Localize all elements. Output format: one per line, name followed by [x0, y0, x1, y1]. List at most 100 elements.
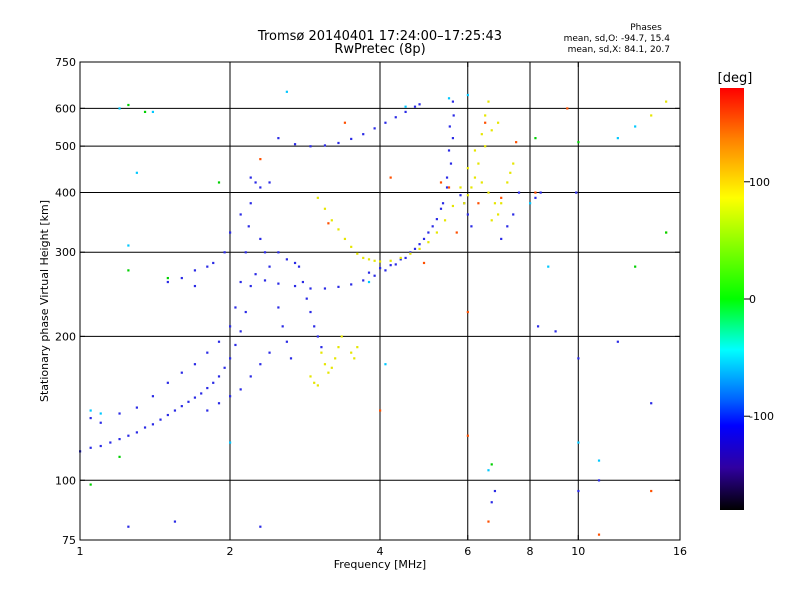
data-point: [173, 409, 177, 412]
data-point: [480, 133, 483, 136]
data-point: [362, 256, 365, 260]
data-point: [597, 533, 601, 536]
data-point: [353, 357, 356, 360]
data-point: [135, 406, 138, 409]
data-point: [259, 525, 262, 528]
data-point: [187, 400, 190, 403]
data-point: [180, 405, 183, 408]
data-point: [212, 381, 215, 384]
data-point: [484, 121, 487, 124]
data-point: [249, 284, 252, 288]
data-point: [309, 310, 312, 314]
data-point: [496, 213, 500, 216]
data-point: [451, 137, 455, 140]
data-point: [330, 219, 333, 222]
data-point: [127, 269, 130, 272]
data-point: [650, 114, 653, 117]
data-point: [362, 279, 365, 282]
data-point: [634, 265, 637, 268]
data-point: [337, 285, 340, 288]
data-point: [281, 325, 284, 328]
data-point: [389, 259, 392, 262]
data-point: [399, 258, 402, 261]
data-point: [193, 396, 197, 399]
data-point: [217, 402, 221, 405]
data-point: [323, 144, 327, 147]
data-point: [143, 426, 147, 429]
data-point: [389, 176, 392, 179]
data-point: [151, 395, 155, 398]
data-point: [285, 90, 288, 93]
colorbar-tick-label: 0: [749, 293, 756, 306]
data-point: [309, 375, 312, 378]
data-point: [259, 186, 262, 189]
data-point: [445, 186, 449, 189]
data-point: [536, 325, 540, 328]
data-point: [534, 196, 537, 199]
data-point: [337, 228, 340, 231]
data-point: [166, 413, 169, 417]
colorbar: [720, 88, 744, 510]
data-point: [435, 231, 438, 234]
data-point: [367, 258, 371, 261]
data-point: [135, 171, 138, 174]
y-tick-label: 750: [55, 56, 76, 69]
x-tick-label: 4: [377, 545, 384, 558]
data-point: [466, 434, 469, 437]
data-point: [451, 204, 455, 208]
data-point: [379, 267, 382, 270]
data-point: [323, 363, 327, 366]
data-point: [490, 501, 493, 504]
data-point: [394, 263, 397, 266]
data-point: [320, 351, 323, 354]
data-point: [404, 110, 407, 114]
data-point: [309, 145, 312, 148]
data-point: [268, 181, 271, 184]
data-point: [539, 191, 542, 194]
data-point: [490, 129, 493, 132]
data-point: [206, 265, 209, 268]
data-point: [193, 269, 197, 272]
data-point: [229, 357, 232, 360]
data-point: [650, 489, 653, 493]
data-point: [500, 237, 503, 241]
data-point: [455, 231, 458, 234]
data-point: [249, 202, 252, 205]
data-point: [166, 276, 169, 280]
data-point: [404, 105, 407, 108]
data-point: [427, 231, 430, 234]
data-point: [384, 121, 387, 124]
data-point: [650, 402, 653, 405]
data-point: [330, 366, 333, 369]
data-point: [487, 100, 490, 103]
data-point: [356, 252, 359, 255]
data-point: [634, 125, 637, 128]
data-point: [413, 105, 417, 108]
data-point: [441, 202, 445, 205]
data-point: [447, 186, 451, 189]
data-point: [480, 181, 483, 184]
data-point: [409, 251, 412, 254]
phase-stats-title: Phases: [630, 23, 662, 33]
data-point: [493, 202, 497, 205]
data-point: [487, 520, 490, 523]
colorbar-label: [deg]: [718, 71, 753, 86]
data-point: [340, 335, 343, 338]
data-point: [577, 357, 580, 360]
data-point: [449, 162, 453, 165]
data-point: [597, 459, 601, 462]
data-point: [343, 237, 347, 241]
data-point: [506, 225, 509, 228]
data-point: [159, 418, 162, 421]
data-point: [362, 133, 365, 136]
data-point: [239, 213, 242, 216]
data-point: [431, 225, 434, 228]
data-point: [466, 194, 469, 197]
data-point: [118, 437, 121, 441]
data-point: [577, 141, 580, 144]
data-point: [118, 107, 121, 110]
y-tick-label: 75: [62, 534, 76, 547]
data-point: [496, 121, 500, 124]
data-point: [418, 247, 421, 250]
y-tick-label: 300: [55, 246, 76, 259]
